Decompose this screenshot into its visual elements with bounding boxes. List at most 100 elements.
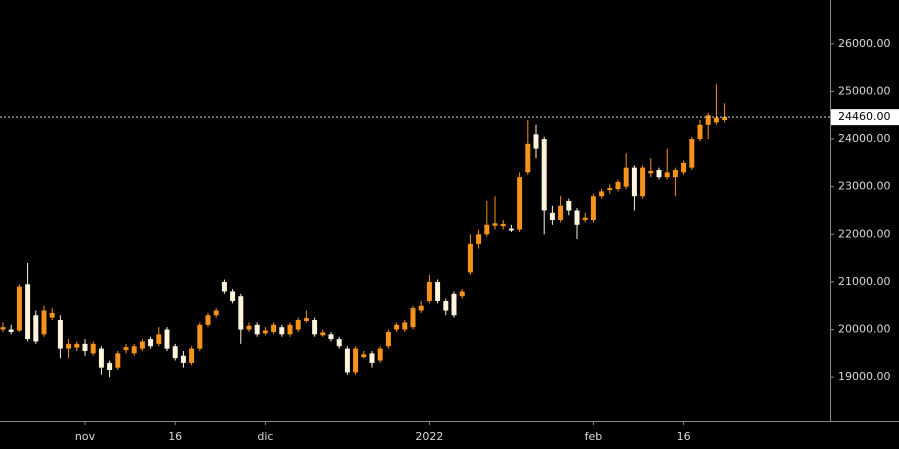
candle-body [549,212,555,221]
candle-body [344,348,350,373]
candle-body [426,281,432,301]
candle-body [238,296,244,330]
candle-body [107,362,113,371]
candle-body [566,200,572,211]
candle-body [533,134,539,149]
candle-body [66,343,72,349]
y-tick-label: 23000.00 [838,180,891,193]
y-tick-label: 24000.00 [838,132,891,145]
candle-body [33,315,39,342]
candle-body [49,312,55,318]
candle-body [353,348,359,373]
last-price-label: 24460.00 [838,110,891,123]
candle-body [16,286,22,331]
candle-body [541,139,547,211]
candle-body [328,334,334,340]
candle-body [279,327,285,335]
candle-body [689,139,695,168]
candle-body [500,223,506,227]
candle-body [672,170,678,178]
candle-body [599,191,605,197]
candle-body [713,117,719,123]
candle-body [230,291,236,301]
candle-body [574,210,580,225]
candle-body [197,324,203,349]
candle-body [254,324,260,335]
candle-body [640,167,646,197]
candle-body [410,308,416,328]
candle-body [681,162,687,173]
last-price-box [831,109,899,126]
candle-body [312,320,318,335]
candle-body [648,170,654,174]
candle-body [41,310,47,335]
candle-body [476,234,482,244]
candle-body [697,124,703,140]
candle-body [722,117,728,121]
candle-body [271,324,277,332]
y-tick-label: 25000.00 [838,84,891,97]
candle-body [656,170,662,178]
candle-body [0,327,6,330]
candle-body [139,341,145,349]
candle-body [607,188,613,191]
x-tick-label: nov [75,430,96,443]
candle-body [189,348,195,363]
x-tick-label: 16 [677,430,691,443]
candle-body [525,143,531,173]
x-tick-label: feb [585,430,603,443]
candle-body [435,281,441,301]
candle-body [492,223,498,226]
candle-body [303,318,309,321]
candle-body [98,348,104,368]
candle-body [705,115,711,125]
candle-body [484,224,490,235]
candle-body [459,291,465,297]
candle-body [558,205,564,221]
candle-body [369,353,375,363]
candle-body [377,348,383,361]
candle-body [320,332,326,336]
candle-body [148,339,154,347]
candle-body [246,325,252,330]
x-tick-label: dic [257,430,273,443]
candle-body [8,329,14,332]
candle-body [631,167,637,197]
candle-body [402,322,408,330]
candle-body [361,354,367,358]
candle-body [262,330,268,334]
candle-body [508,228,514,231]
y-tick-label: 20000.00 [838,323,891,336]
y-tick-label: 26000.00 [838,37,891,50]
candle-body [582,217,588,221]
candle-body [172,346,178,359]
candle-body [385,331,391,347]
y-tick-label: 21000.00 [838,275,891,288]
y-tick-label: 22000.00 [838,227,891,240]
x-tick-label: 2022 [415,430,443,443]
candle-body [213,310,219,316]
candle-body [115,353,121,368]
candle-body [90,343,96,354]
candle-body [451,293,457,316]
candle-body [336,339,342,347]
candle-body [131,346,137,354]
candle-body [180,355,186,363]
candle-body [123,347,129,351]
candle-body [156,334,162,344]
candle-body [82,343,88,351]
candle-body [615,181,621,190]
candle-body [664,172,670,178]
candle-body [287,324,293,335]
candle-body [418,305,424,311]
candle-body [623,167,629,187]
candle-body [25,284,31,340]
candle-body [443,300,449,311]
candle-body [517,177,523,230]
y-tick-label: 19000.00 [838,370,891,383]
candle-body [467,243,473,273]
candle-body [590,196,596,221]
candle-body [164,329,170,349]
